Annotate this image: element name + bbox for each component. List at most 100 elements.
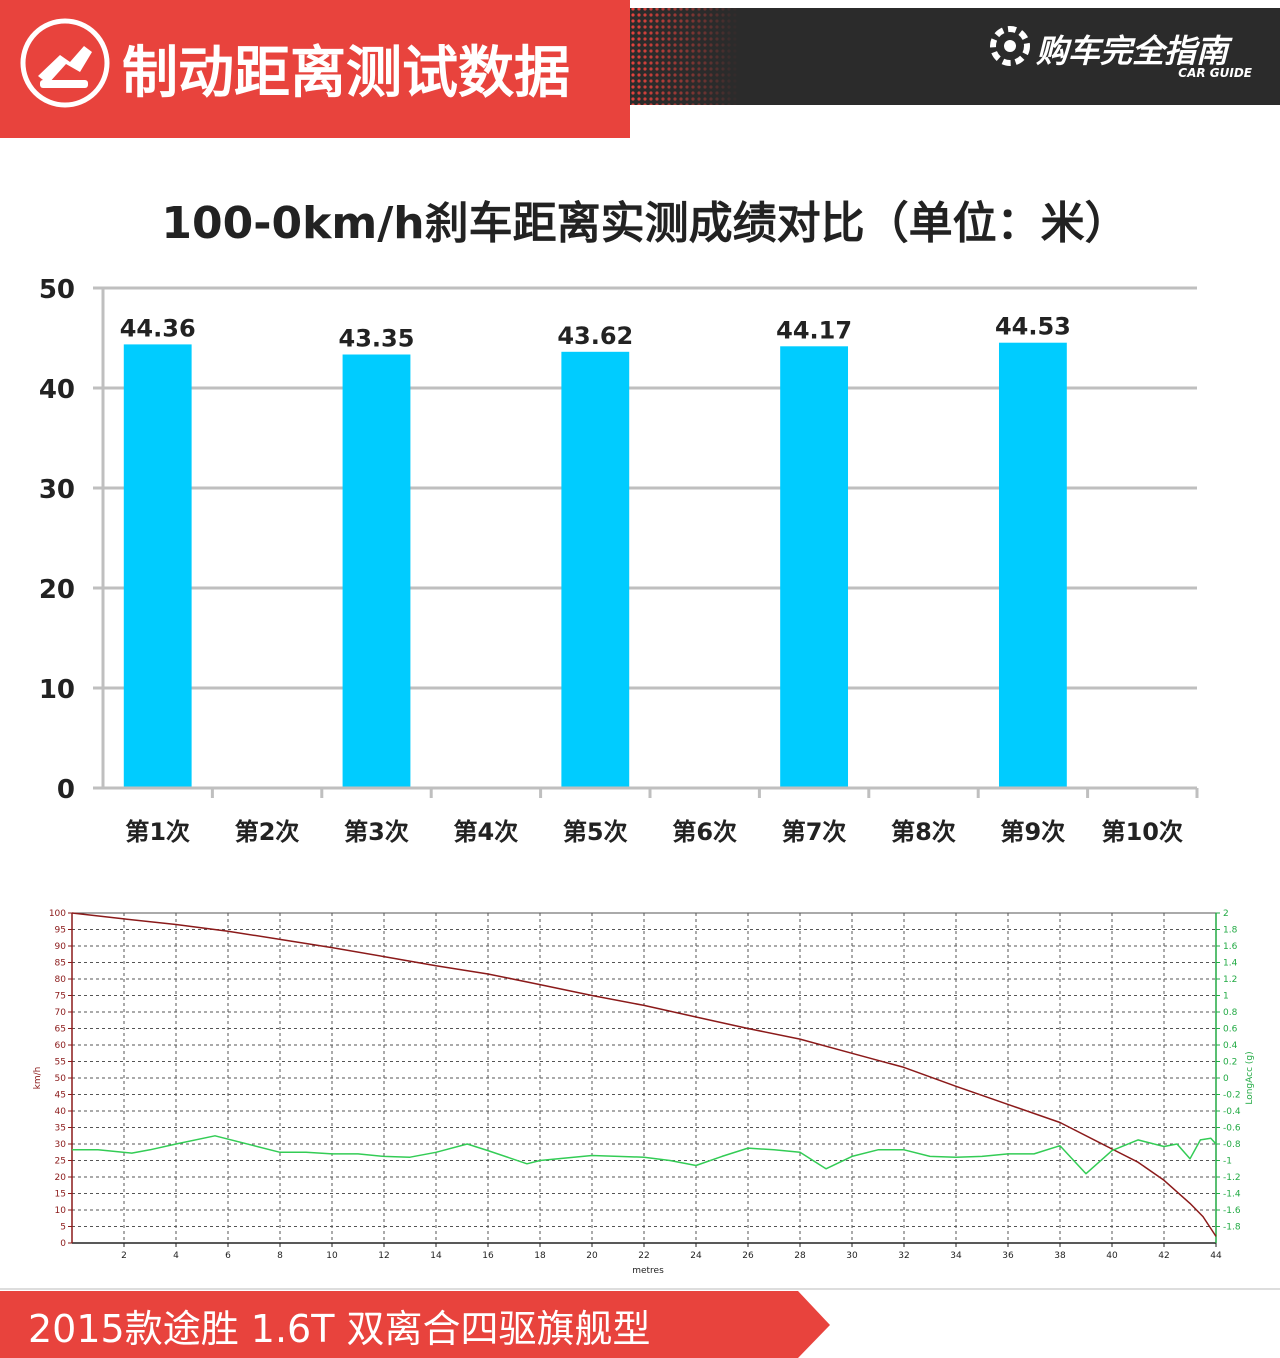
lc-right-tick-label: 0.2 [1223, 1058, 1237, 1068]
lc-right-tick-label: -1.8 [1223, 1223, 1241, 1233]
brand-name-en: CAR GUIDE [1178, 66, 1253, 80]
bar-value-label: 43.62 [557, 322, 633, 350]
lc-right-tick-label: 1.4 [1223, 959, 1238, 969]
bar-y-tick-label: 0 [57, 775, 75, 805]
acceleration-line [72, 1135, 1217, 1175]
lc-x-tick-label: 28 [794, 1251, 806, 1261]
lc-right-tick-label: -1.6 [1223, 1206, 1241, 1216]
header: 制动距离测试数据 购车完全指南 CAR GUIDE [0, 0, 1280, 138]
lc-right-tick-label: 0.6 [1223, 1025, 1238, 1035]
brake-icon [20, 18, 110, 108]
lc-left-tick-label: 45 [55, 1091, 66, 1101]
lc-right-tick-label: -1.4 [1223, 1190, 1241, 1200]
lc-right-tick-label: -0.6 [1223, 1124, 1241, 1134]
bar [123, 344, 192, 788]
lc-x-tick-label: 2 [121, 1251, 127, 1261]
line-chart-left-label: km/h [33, 1067, 43, 1090]
lc-x-tick-label: 24 [690, 1251, 702, 1261]
lc-left-tick-label: 95 [55, 926, 66, 936]
lc-x-tick-label: 16 [482, 1251, 494, 1261]
lc-x-tick-label: 10 [326, 1251, 338, 1261]
lc-x-tick-label: 34 [950, 1251, 962, 1261]
lc-left-tick-label: 25 [55, 1157, 66, 1167]
lc-x-tick-label: 44 [1210, 1251, 1222, 1261]
line-chart-x-label: metres [632, 1266, 664, 1276]
lc-right-tick-label: 0.4 [1223, 1041, 1238, 1051]
lc-right-tick-label: 1.8 [1223, 926, 1238, 936]
bar-x-tick-label: 第10次 [1102, 818, 1183, 846]
lc-x-tick-label: 26 [742, 1251, 754, 1261]
lc-left-tick-label: 0 [60, 1239, 66, 1249]
lc-left-tick-label: 65 [55, 1025, 66, 1035]
brand-logo: 购车完全指南 CAR GUIDE [990, 26, 1253, 80]
lc-left-tick-label: 80 [55, 975, 67, 985]
lc-right-tick-label: -1.2 [1223, 1173, 1241, 1183]
footer: 2015款途胜 1.6T 双离合四驱旗舰型 [0, 1288, 1280, 1358]
bar-x-tick-label: 第7次 [782, 818, 847, 846]
lc-left-tick-label: 40 [55, 1107, 67, 1117]
bar-x-tick-label: 第4次 [454, 818, 519, 846]
lc-left-tick-label: 90 [55, 942, 67, 952]
lc-right-tick-label: -1 [1223, 1157, 1232, 1167]
footer-divider [0, 1288, 1280, 1290]
lc-x-tick-label: 8 [277, 1251, 283, 1261]
footer-caption: 2015款途胜 1.6T 双离合四驱旗舰型 [28, 1307, 651, 1351]
lc-left-tick-label: 100 [49, 909, 66, 919]
lc-right-tick-label: 0.8 [1223, 1008, 1238, 1018]
lc-left-tick-label: 55 [55, 1058, 66, 1068]
lc-x-tick-label: 40 [1106, 1251, 1118, 1261]
bar-value-label: 44.36 [120, 314, 196, 342]
lc-left-tick-label: 85 [55, 959, 66, 969]
lc-x-tick-label: 36 [1002, 1251, 1014, 1261]
bar-chart: 100-0km/h刹车距离实测成绩对比（单位：米） 0 10 20 30 40 50 44… [39, 198, 1199, 846]
bar-y-tick-label: 30 [39, 475, 75, 505]
lc-left-tick-label: 70 [55, 1008, 67, 1018]
lc-x-tick-label: 18 [534, 1251, 546, 1261]
bar-x-tick-label: 第8次 [891, 818, 956, 846]
lc-x-tick-label: 12 [378, 1251, 389, 1261]
lc-left-tick-label: 50 [55, 1074, 67, 1084]
lc-right-tick-label: 1.2 [1223, 975, 1237, 985]
lc-right-tick-label: 1 [1223, 992, 1229, 1002]
bar-chart-x-axis: 第1次 第2次 第3次 第4次 第5次 第6次 第7次 第8次 第9次 第10次 [93, 288, 1199, 846]
lc-left-tick-label: 15 [55, 1190, 66, 1200]
line-chart-series [71, 912, 1217, 1237]
brand-name-cn: 购车完全指南 [1036, 32, 1233, 70]
bar-y-tick-label: 50 [39, 275, 75, 305]
lc-left-tick-label: 30 [55, 1140, 67, 1150]
bar-x-tick-label: 第2次 [235, 818, 300, 846]
footer-banner [0, 1291, 830, 1358]
lc-left-tick-label: 75 [55, 992, 66, 1002]
lc-x-tick-label: 22 [638, 1251, 649, 1261]
bar-x-tick-label: 第6次 [672, 818, 737, 846]
lc-right-tick-label: -0.8 [1223, 1140, 1241, 1150]
bar-y-tick-label: 20 [39, 575, 75, 605]
line-chart-gridlines [72, 913, 1216, 1243]
lc-right-tick-label: -0.2 [1223, 1091, 1241, 1101]
bar-value-label: 43.35 [339, 325, 415, 353]
lc-left-tick-label: 35 [55, 1124, 66, 1134]
bar-y-tick-label: 10 [39, 675, 75, 705]
bar-x-tick-label: 第1次 [125, 818, 190, 846]
lc-x-tick-label: 38 [1054, 1251, 1066, 1261]
lc-x-tick-label: 14 [430, 1251, 442, 1261]
lc-left-tick-label: 5 [60, 1223, 66, 1233]
bar-value-label: 44.53 [995, 313, 1071, 341]
bar-value-label: 44.17 [776, 316, 852, 344]
speed-line [71, 912, 1217, 1237]
line-chart-axes: 2 4 6 8 10 12 14 16 18 20 22 24 26 28 30 32 34 36 38 40 42 44… [49, 909, 1241, 1261]
lc-left-tick-label: 60 [55, 1041, 67, 1051]
bar [780, 346, 849, 788]
lc-x-tick-label: 32 [898, 1251, 909, 1261]
lc-x-tick-label: 4 [173, 1251, 179, 1261]
bar-x-tick-label: 第5次 [563, 818, 628, 846]
header-title: 制动距离测试数据 [122, 41, 570, 106]
bar [342, 354, 411, 788]
bar-x-tick-label: 第3次 [344, 818, 409, 846]
bar-chart-title: 100-0km/h刹车距离实测成绩对比（单位：米） [161, 198, 1128, 249]
bar-x-tick-label: 第9次 [1001, 818, 1066, 846]
bar-y-tick-label: 40 [39, 375, 75, 405]
lc-x-tick-label: 20 [586, 1251, 598, 1261]
bar [561, 351, 630, 788]
